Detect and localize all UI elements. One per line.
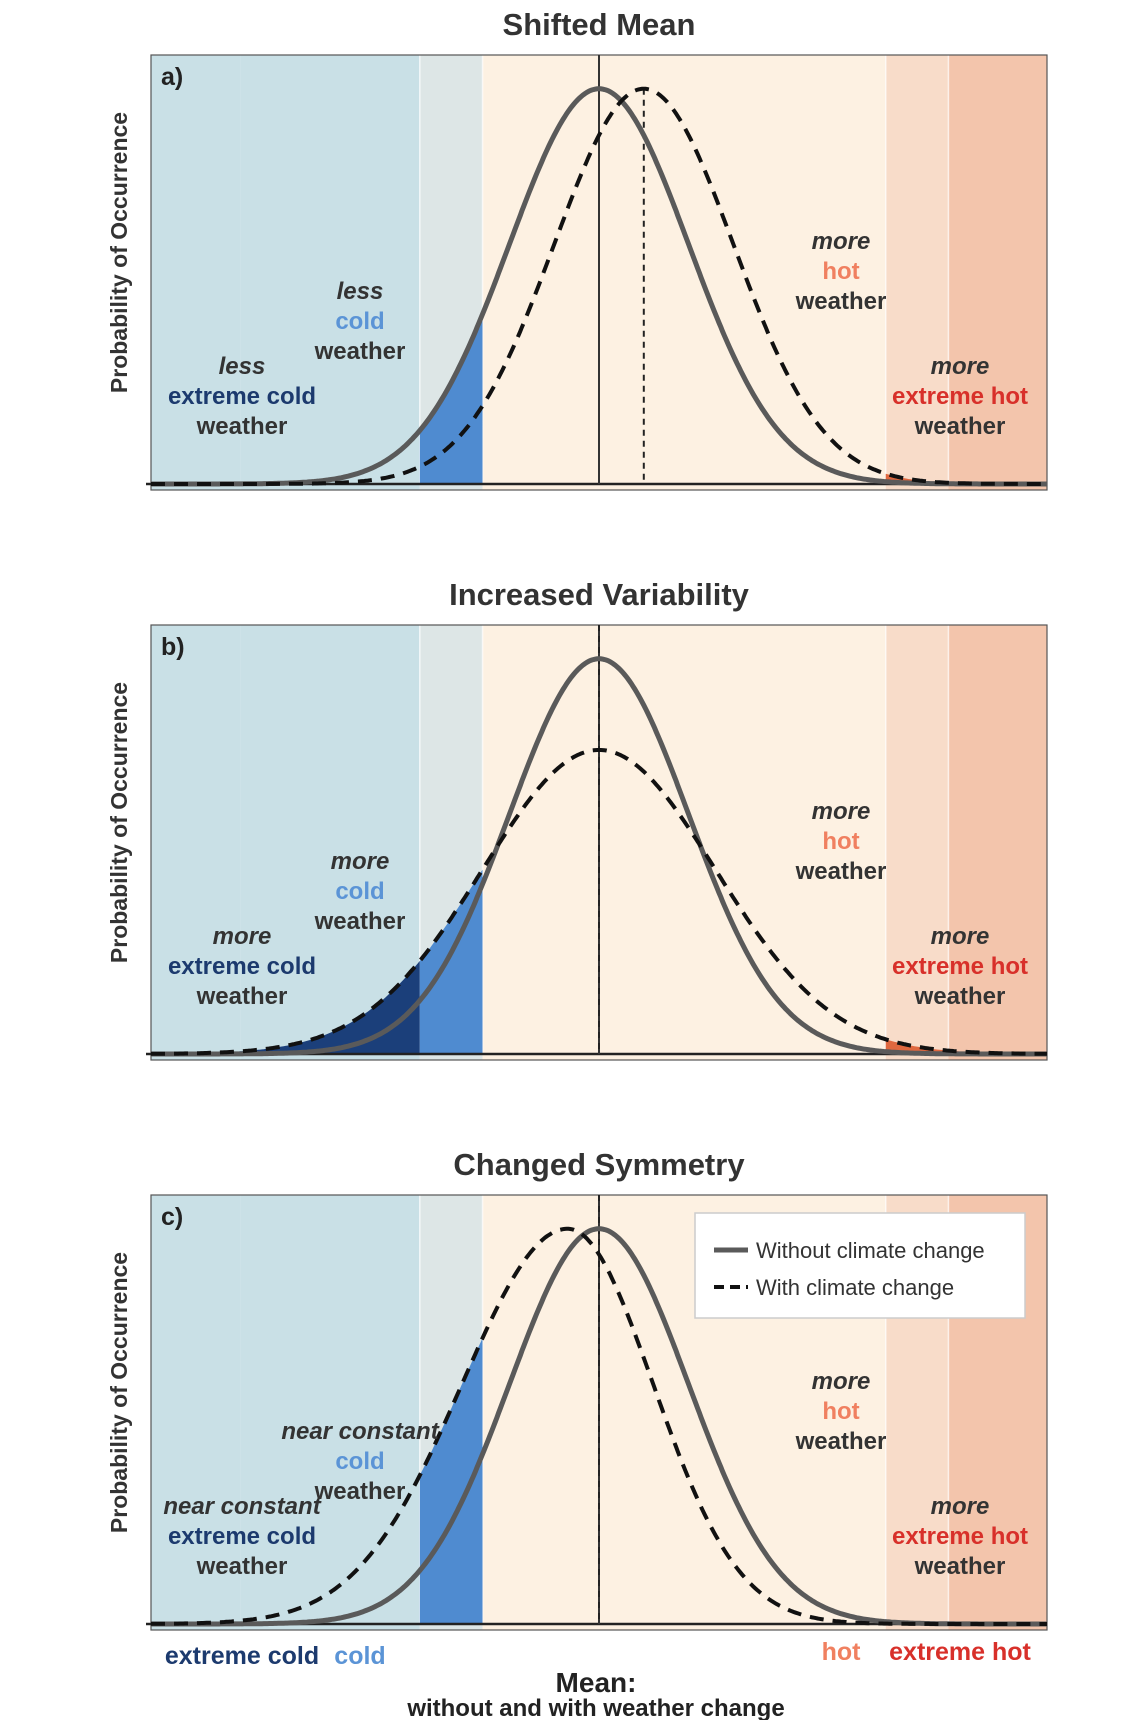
annotation-cold-line-3: weather [314,908,406,935]
mean-sublabel: without and with weather change [406,1695,784,1720]
band-extreme-cold-2 [240,625,420,1060]
annotation-cold-line-2: cold [335,1448,384,1475]
annotation-extreme-hot-line-1: more [931,923,990,950]
annotation-hot-line-3: weather [795,1428,887,1455]
annotation-hot-line-3: weather [795,858,887,885]
band-extreme-cold-2 [240,1195,420,1630]
x-axis-categories: extreme cold cold hot extreme hot [165,1638,1032,1670]
band-hot [885,625,949,1060]
fill-extreme-cold [151,960,420,1054]
annotation-extreme-cold-line-2: extreme cold [168,953,316,980]
annotation-extreme-cold-line-3: weather [196,983,288,1010]
annotation-cold: less cold weather [314,278,406,365]
annotation-extreme-cold-line-3: weather [196,413,288,440]
annotation-hot-line-2: hot [822,258,859,285]
annotation-cold-line-2: cold [335,878,384,905]
annotation-extreme-cold-line-1: more [213,923,272,950]
annotation-extreme-cold-line-1: near constant [163,1493,321,1520]
panel-letter: a) [161,63,183,91]
annotation-extreme-cold-line-1: less [219,353,266,380]
annotation-cold: more cold weather [314,848,406,935]
band-extreme-cold [151,1195,241,1630]
xlabel-cold: cold [334,1642,385,1670]
legend-without-label: Without climate change [756,1238,985,1263]
annotation-extreme-hot-line-2: extreme hot [892,953,1028,980]
band-normal [482,55,886,490]
panel-c: Changed Symmetry Probability of Occurrenc… [106,1147,1048,1631]
annotation-extreme-hot-line-3: weather [914,1553,1006,1580]
annotation-extreme-cold-line-3: weather [196,1553,288,1580]
annotation-cold-line-1: near constant [281,1418,439,1445]
xlabel-extreme-cold: extreme cold [165,1642,319,1670]
annotation-extreme-cold: near constant extreme cold weather [163,1493,321,1580]
panel-title: Changed Symmetry [453,1147,745,1182]
annotation-hot-line-1: more [812,1368,871,1395]
annotation-extreme-hot-line-3: weather [914,413,1006,440]
band-extreme-hot [948,625,1047,1060]
xlabel-extreme-hot: extreme hot [889,1638,1031,1666]
annotation-extreme-hot: more extreme hot weather [892,1493,1028,1580]
panel-letter: c) [161,1203,183,1231]
annotation-extreme-hot-line-3: weather [914,983,1006,1010]
y-axis-label: Probability of Occurrence [106,1252,132,1533]
annotation-extreme-cold-line-2: extreme cold [168,1523,316,1550]
y-axis-label: Probability of Occurrence [106,682,132,963]
annotation-cold-line-2: cold [335,308,384,335]
annotation-cold-line-3: weather [314,338,406,365]
annotation-cold-line-1: more [331,848,390,875]
annotation-hot-line-2: hot [822,1398,859,1425]
annotation-extreme-cold: more extreme cold weather [168,923,316,1010]
annotation-extreme-hot: more extreme hot weather [892,353,1028,440]
annotation-cold-line-1: less [337,278,384,305]
curve-without-climate-change [151,656,1047,1057]
band-hot [885,55,949,490]
panel-a: Shifted Mean Probability of Occurrence a) l… [106,7,1048,491]
band-extreme-cold [151,625,241,1060]
mean-label: Mean: [556,1667,637,1698]
legend-with-label: With climate change [756,1275,954,1300]
annotation-hot: more hot weather [795,1368,887,1455]
annotation-hot-line-2: hot [822,828,859,855]
band-extreme-cold [151,55,241,490]
band-extreme-cold-2 [240,55,420,490]
legend: Without climate change With climate chang… [694,1212,1026,1319]
panel-b: Increased Variability Probability of Occu… [106,577,1048,1061]
y-axis-label: Probability of Occurrence [106,112,132,393]
band-extreme-hot [948,55,1047,490]
annotation-extreme-hot-line-2: extreme hot [892,383,1028,410]
annotation-cold: near constant cold weather [281,1418,439,1505]
curve-with-climate-change [151,86,1047,486]
curve-without-climate-change [151,1226,1047,1627]
legend-box [694,1212,1026,1319]
annotation-hot-line-3: weather [795,288,887,315]
annotation-extreme-hot-line-1: more [931,353,990,380]
annotation-hot: more hot weather [795,798,887,885]
annotation-extreme-hot-line-1: more [931,1493,990,1520]
annotation-cold-line-3: weather [314,1478,406,1505]
annotation-hot-line-1: more [812,798,871,825]
xlabel-hot: hot [822,1638,862,1666]
annotation-extreme-hot-line-2: extreme hot [892,1523,1028,1550]
panel-title: Shifted Mean [503,7,696,42]
curve-with-climate-change [151,748,1047,1056]
annotation-extreme-cold: less extreme cold weather [168,353,316,440]
panel-letter: b) [161,633,185,661]
annotation-extreme-cold-line-2: extreme cold [168,383,316,410]
curve-with-climate-change [151,1226,1047,1626]
band-normal [482,625,886,1060]
annotation-hot: more hot weather [795,228,887,315]
annotation-hot-line-1: more [812,228,871,255]
panel-title: Increased Variability [449,577,750,612]
annotation-extreme-hot: more extreme hot weather [892,923,1028,1010]
